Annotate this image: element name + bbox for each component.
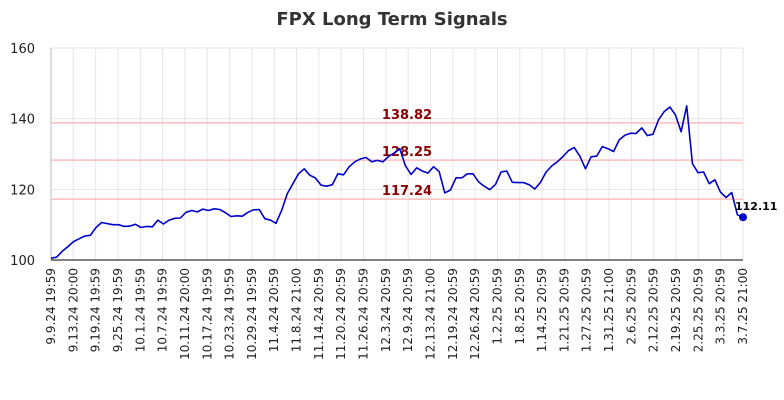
x-tick-label: 11.14.24 20:59 [312, 268, 326, 360]
x-tick-label: 1.8.25 20:59 [513, 268, 527, 345]
x-tick-label: 12.19.24 20:59 [446, 268, 460, 360]
x-tick-label: 12.13.24 21:00 [423, 268, 437, 360]
x-tick-label: 2.6.25 20:59 [624, 268, 638, 345]
level-label: 138.82 [382, 108, 432, 123]
x-tick-label: 11.20.24 20:59 [334, 268, 348, 360]
x-tick-label: 10.7.24 19:59 [156, 268, 170, 352]
x-tick-label: 1.14.25 20:59 [535, 268, 549, 352]
x-tick-label: 12.9.24 20:59 [401, 268, 415, 352]
price-line [50, 105, 744, 259]
x-tick-label: 10.11.24 20:00 [178, 268, 192, 360]
x-tick-label: 2.19.25 20:59 [669, 268, 683, 352]
axes [50, 48, 743, 261]
x-tick-label: 1.2.25 20:59 [490, 268, 504, 345]
y-tick-label: 140 [10, 113, 35, 128]
y-tick-labels: 100 120 140 160 [10, 42, 35, 269]
y-tick-label: 100 [10, 254, 35, 269]
signal-levels: 138.82 128.25 117.24 [51, 108, 743, 200]
y-tick-label: 120 [10, 183, 35, 198]
x-tick-label: 12.26.24 20:59 [468, 268, 482, 360]
x-tick-label: 2.25.25 20:59 [691, 268, 705, 352]
series-layer [50, 105, 744, 259]
last-value: 112.11 [735, 200, 777, 222]
x-tick-label: 11.26.24 20:59 [357, 268, 371, 360]
x-tick-label: 11.8.24 21:00 [290, 268, 304, 352]
x-tick-label: 10.23.24 19:59 [223, 268, 237, 360]
x-tick-label: 10.1.24 19:59 [133, 268, 147, 352]
x-tick-labels: 9.9.24 19:59 9.13.24 20:00 9.19.24 19:59 9.… [44, 268, 750, 360]
x-tick-label: 1.31.25 21:00 [602, 268, 616, 352]
x-tick-label: 10.17.24 19:59 [200, 268, 214, 360]
x-tick-label: 9.19.24 19:59 [89, 268, 103, 352]
x-tick-label: 9.25.24 19:59 [111, 268, 125, 352]
chart-title: FPX Long Term Signals [276, 9, 507, 30]
x-tick-label: 9.9.24 19:59 [44, 268, 58, 345]
x-tick-label: 1.27.25 20:59 [580, 268, 594, 352]
last-value-marker [739, 213, 747, 222]
grid [50, 47, 744, 260]
x-tick-label: 12.3.24 20:59 [379, 268, 393, 352]
x-tick-label: 3.7.25 21:00 [736, 268, 750, 345]
x-tick-label: 1.21.25 20:59 [557, 268, 571, 352]
x-tick-label: 3.3.25 20:59 [714, 268, 728, 345]
x-tick-label: 11.4.24 20:59 [267, 268, 281, 352]
level-label: 117.24 [382, 184, 432, 199]
x-tick-label: 10.29.24 19:59 [245, 268, 259, 360]
y-tick-label: 160 [10, 42, 35, 57]
last-value-label: 112.11 [735, 200, 777, 213]
x-tick-label: 9.13.24 20:00 [66, 268, 80, 352]
level-label: 128.25 [382, 145, 432, 160]
x-tick-label: 2.12.25 20:59 [647, 268, 661, 352]
